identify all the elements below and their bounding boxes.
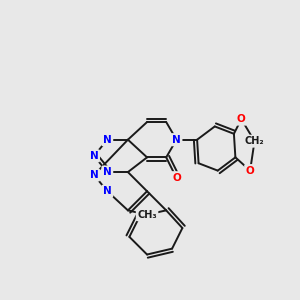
Text: O: O	[237, 114, 246, 124]
Text: N: N	[103, 167, 112, 177]
Text: O: O	[246, 166, 254, 176]
Text: N: N	[90, 151, 98, 161]
Text: N: N	[103, 135, 112, 145]
Text: N: N	[103, 186, 112, 196]
Text: CH₃: CH₃	[137, 210, 157, 220]
Text: CH₂: CH₂	[245, 136, 264, 146]
Text: N: N	[172, 135, 181, 145]
Text: O: O	[172, 173, 181, 183]
Text: N: N	[90, 170, 98, 180]
Text: O: O	[172, 173, 181, 183]
